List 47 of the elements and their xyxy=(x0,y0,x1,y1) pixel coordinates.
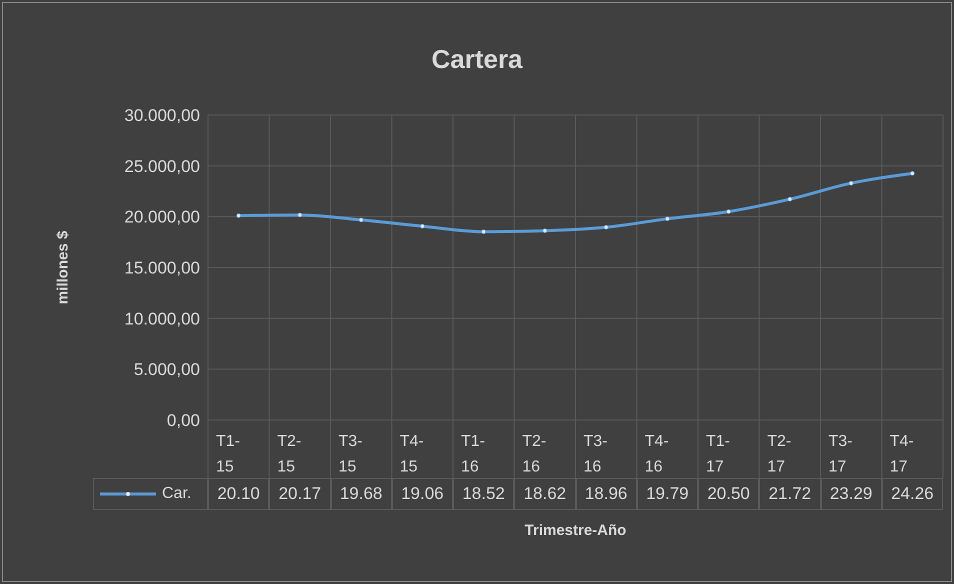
legend-label: Car. xyxy=(162,485,192,503)
y-tick-label: 25.000,00 xyxy=(124,156,200,176)
point xyxy=(910,171,915,176)
text: 20.10 xyxy=(208,478,270,510)
text: 23.29 xyxy=(820,478,882,510)
y-tick-label: 20.000,00 xyxy=(124,208,200,227)
x-tick-label: T1-17 xyxy=(706,433,730,476)
y-tick-label: 15.000,00 xyxy=(124,258,200,278)
text: 20.17 xyxy=(269,478,330,510)
x-tick-label: T3-15 xyxy=(338,433,362,476)
point xyxy=(358,218,364,222)
x-tick-label: T4-17 xyxy=(890,433,914,476)
y-tick-label: 5.000,00 xyxy=(134,360,200,380)
point xyxy=(726,209,731,214)
point xyxy=(298,212,302,218)
y-axis-title: millones $ xyxy=(54,230,72,304)
text: 24.26 xyxy=(882,478,943,510)
y-tick-label: 10.000,00 xyxy=(124,309,200,328)
text: 20.50 xyxy=(698,478,760,510)
chart-title: Cartera xyxy=(430,44,524,75)
point xyxy=(788,196,792,202)
x-tick-label: T4-16 xyxy=(644,433,669,476)
point xyxy=(236,213,241,218)
x-tick-label: T2-15 xyxy=(277,433,302,476)
y-tick-label: 0,00 xyxy=(166,411,200,430)
point xyxy=(481,229,486,234)
x-tick-label: T4-15 xyxy=(400,433,424,476)
point xyxy=(848,180,854,186)
x-tick-label: T1-16 xyxy=(461,433,485,476)
x-tick-label: T1-15 xyxy=(216,433,240,476)
text: 19.68 xyxy=(330,478,392,510)
point xyxy=(604,224,608,230)
point xyxy=(542,228,548,233)
text: 19.79 xyxy=(636,478,698,510)
x-tick-label: T3-17 xyxy=(828,433,852,476)
y-tick-label: 30.000,00 xyxy=(124,106,200,126)
point xyxy=(420,224,425,228)
x-tick-label: T2-16 xyxy=(522,433,546,476)
x-tick-label: T2-17 xyxy=(767,433,792,476)
text: 21.72 xyxy=(759,478,820,510)
point xyxy=(665,216,670,222)
text: 19.06 xyxy=(392,478,453,510)
x-tick-label: T3-16 xyxy=(584,433,608,476)
x-axis-title: Trimestre-Año xyxy=(524,522,628,539)
text: 18.52 xyxy=(453,478,514,510)
text: 18.62 xyxy=(514,478,576,510)
text: 18.96 xyxy=(576,478,637,510)
